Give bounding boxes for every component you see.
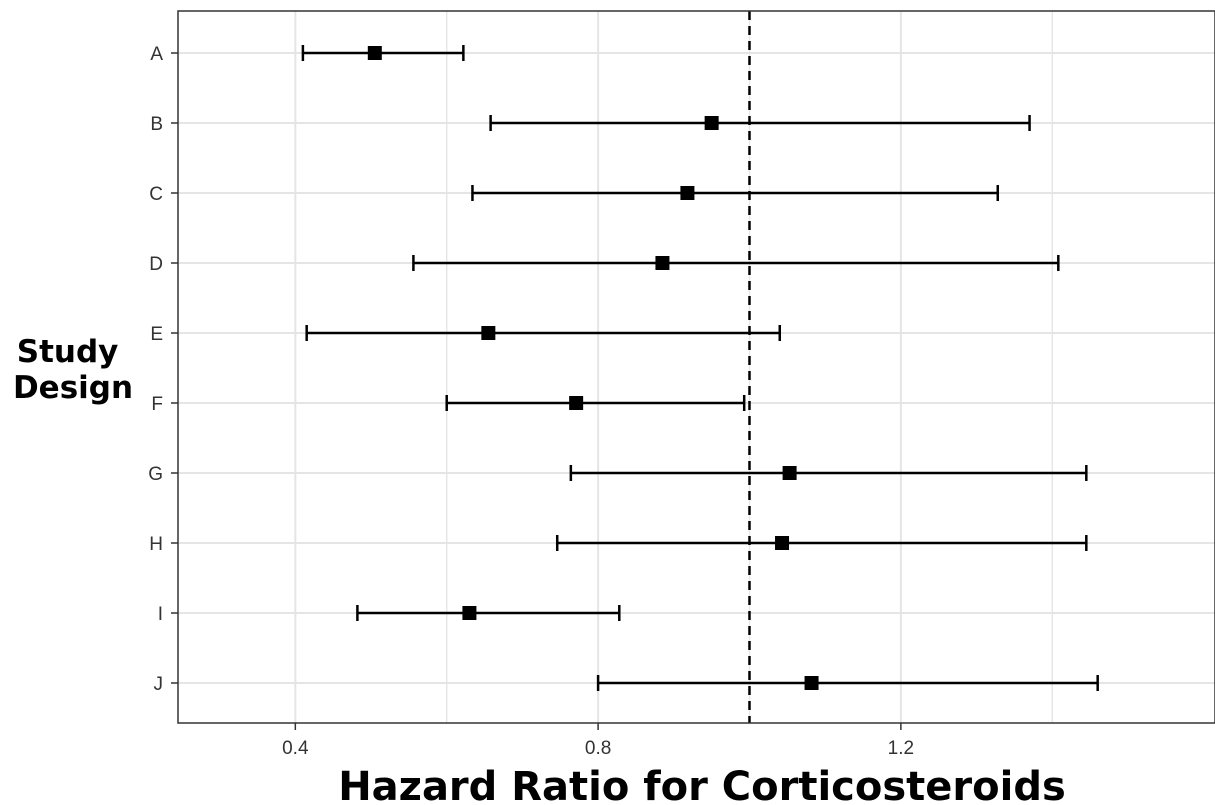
y-tick-label: J — [154, 674, 164, 695]
y-tick-label: F — [151, 394, 163, 415]
y-tick-label: C — [149, 184, 163, 205]
y-tick-label: H — [149, 534, 163, 555]
point-estimate — [804, 676, 819, 690]
point-estimate — [680, 186, 695, 200]
point-estimate — [775, 536, 790, 550]
point-estimate — [782, 466, 797, 480]
grid-layer — [178, 11, 1215, 723]
y-tick-label: G — [148, 464, 163, 485]
y-axis-title-line-1: Study — [17, 334, 119, 370]
y-axis-title-line-2: Design — [13, 370, 133, 406]
y-tick-label: D — [149, 254, 163, 275]
x-tick-label: 0.8 — [585, 738, 611, 759]
point-estimate — [569, 396, 584, 410]
y-axis: A B C D E F G H I J — [148, 44, 178, 695]
point-estimate — [367, 46, 382, 60]
point-estimate — [655, 256, 670, 270]
y-tick-label: A — [150, 44, 163, 65]
y-tick-label: B — [150, 114, 163, 135]
y-axis-title: Study Design — [13, 334, 133, 406]
x-axis-title: Hazard Ratio for Corticosteroids — [338, 764, 1066, 805]
series-layer — [301, 45, 1099, 691]
point-estimate — [481, 326, 496, 340]
point-estimate — [704, 116, 719, 130]
y-tick-label: I — [158, 604, 163, 625]
point-estimate — [462, 606, 477, 620]
x-axis: 0.4 0.8 1.2 — [282, 723, 914, 759]
y-tick-label: E — [150, 324, 163, 345]
x-tick-label: 0.4 — [282, 738, 309, 759]
panel-border — [177, 10, 1215, 724]
x-tick-label: 1.2 — [888, 738, 914, 759]
